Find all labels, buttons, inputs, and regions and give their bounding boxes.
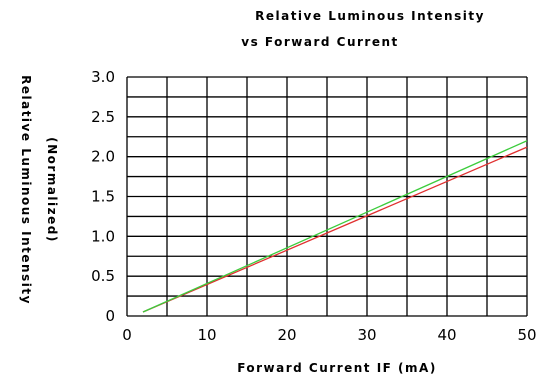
y-tick-label: 0: [105, 307, 115, 325]
y-tick-label: 0.5: [91, 267, 115, 285]
y-tick-label: 2.0: [91, 148, 115, 166]
x-tick-label: 40: [437, 326, 456, 344]
y-tick-label: 2.5: [91, 108, 115, 126]
x-axis-label: Forward Current IF (mA): [237, 361, 437, 375]
y-tick-label: 3.0: [91, 68, 115, 86]
x-tick-label: 20: [277, 326, 296, 344]
x-tick-label: 50: [517, 326, 536, 344]
series-line-2: [142, 140, 528, 313]
x-tick-label: 30: [357, 326, 376, 344]
y-tick-label: 1.5: [91, 188, 115, 206]
tick-labels: 0 10 20 30 40 50 0 0.5 1.0 1.5 2.0 2.5 3.0: [91, 68, 536, 344]
chart-title: Relative Luminous Intensity: [255, 9, 485, 23]
series-lines: [142, 140, 528, 313]
grid: [126, 76, 528, 317]
y-axis-unit: (Normalized): [45, 137, 59, 243]
y-axis-label: Relative Luminous Intensity: [19, 75, 33, 305]
y-tick-label: 1.0: [91, 227, 115, 245]
chart-subtitle: vs Forward Current: [241, 35, 399, 49]
x-tick-label: 0: [122, 326, 132, 344]
x-tick-label: 10: [197, 326, 216, 344]
series-line-1: [142, 146, 528, 313]
